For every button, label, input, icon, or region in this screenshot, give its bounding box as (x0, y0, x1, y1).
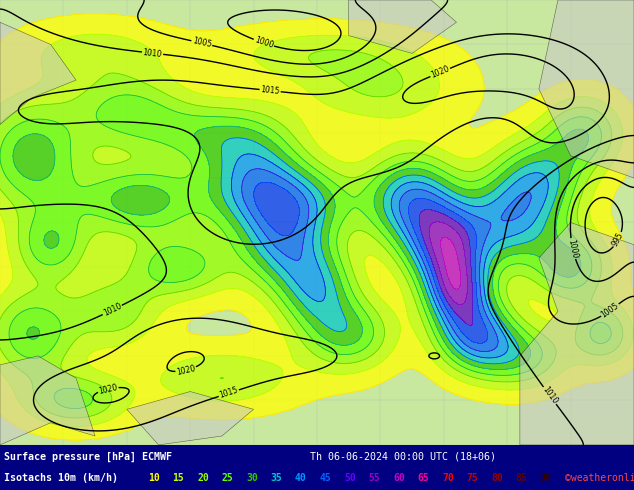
Text: 45: 45 (320, 473, 331, 483)
Text: 1015: 1015 (218, 386, 240, 400)
Text: 1020: 1020 (430, 65, 451, 80)
Text: 15: 15 (172, 473, 184, 483)
Polygon shape (127, 392, 254, 445)
Text: 1005: 1005 (600, 301, 621, 319)
Text: 60: 60 (393, 473, 404, 483)
Text: 35: 35 (271, 473, 282, 483)
Text: 1005: 1005 (191, 37, 212, 49)
Text: 1020: 1020 (176, 364, 197, 377)
Text: 55: 55 (368, 473, 380, 483)
Text: 25: 25 (221, 473, 233, 483)
Text: 70: 70 (442, 473, 454, 483)
Text: 1015: 1015 (260, 85, 280, 96)
Text: 80: 80 (491, 473, 503, 483)
Text: Th 06-06-2024 00:00 UTC (18+06): Th 06-06-2024 00:00 UTC (18+06) (310, 452, 496, 462)
Text: 30: 30 (246, 473, 258, 483)
Text: 995: 995 (611, 231, 626, 248)
Text: 85: 85 (515, 473, 527, 483)
Text: Isotachs 10m (km/h): Isotachs 10m (km/h) (4, 473, 118, 483)
Polygon shape (349, 0, 456, 53)
Polygon shape (0, 356, 95, 445)
Text: 1010: 1010 (143, 48, 162, 59)
Text: 75: 75 (467, 473, 478, 483)
Text: 40: 40 (295, 473, 307, 483)
Text: 1010: 1010 (540, 385, 559, 406)
Polygon shape (520, 222, 634, 445)
Text: 10: 10 (148, 473, 160, 483)
Text: 1010: 1010 (101, 302, 123, 318)
Text: 90: 90 (540, 473, 552, 483)
Polygon shape (0, 22, 76, 124)
Text: 50: 50 (344, 473, 356, 483)
Text: ©weatheronline.co.uk: ©weatheronline.co.uk (565, 473, 634, 483)
Text: 1020: 1020 (98, 382, 119, 395)
Polygon shape (539, 0, 634, 178)
Text: 1000: 1000 (253, 36, 275, 50)
Text: 1000: 1000 (566, 238, 579, 259)
Text: 20: 20 (197, 473, 209, 483)
Text: 65: 65 (418, 473, 429, 483)
Text: Surface pressure [hPa] ECMWF: Surface pressure [hPa] ECMWF (4, 452, 172, 462)
